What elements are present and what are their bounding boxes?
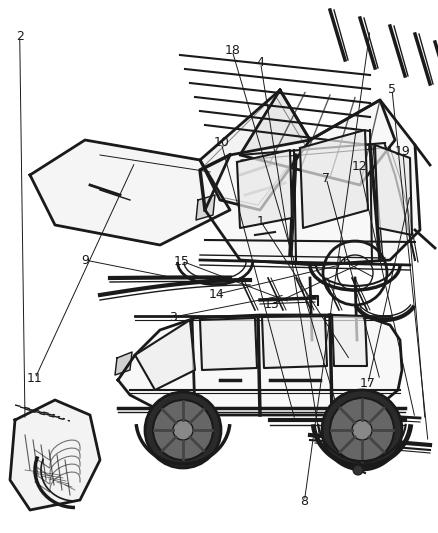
Polygon shape (196, 195, 215, 220)
Text: 7: 7 (322, 172, 330, 185)
Text: 19: 19 (395, 146, 411, 158)
Text: 4: 4 (257, 56, 265, 69)
Text: 18: 18 (224, 44, 240, 57)
Text: 12: 12 (351, 160, 367, 173)
Circle shape (173, 420, 193, 440)
Polygon shape (200, 90, 310, 210)
Circle shape (330, 398, 394, 462)
Polygon shape (262, 316, 327, 368)
Text: 11: 11 (27, 372, 43, 385)
Circle shape (153, 400, 213, 460)
Polygon shape (118, 315, 402, 415)
Polygon shape (300, 130, 368, 228)
Circle shape (322, 390, 402, 470)
Polygon shape (375, 145, 412, 235)
Polygon shape (115, 352, 132, 375)
Polygon shape (135, 320, 195, 390)
Polygon shape (200, 318, 257, 370)
Text: 5: 5 (388, 83, 396, 96)
Polygon shape (237, 150, 292, 228)
Polygon shape (10, 400, 100, 510)
Text: 16: 16 (336, 255, 352, 268)
Circle shape (352, 420, 372, 440)
Text: 3: 3 (169, 311, 177, 324)
Polygon shape (332, 315, 367, 366)
Polygon shape (240, 90, 395, 185)
Text: 14: 14 (209, 288, 225, 301)
Text: 8: 8 (300, 495, 308, 507)
Text: 2: 2 (16, 30, 24, 43)
Text: 10: 10 (213, 136, 229, 149)
Text: 17: 17 (360, 377, 376, 390)
Circle shape (353, 465, 363, 475)
Polygon shape (205, 100, 420, 265)
Text: 9: 9 (81, 254, 89, 266)
Text: 1: 1 (257, 215, 265, 228)
Circle shape (145, 392, 221, 468)
Polygon shape (30, 140, 230, 245)
Text: 15: 15 (174, 255, 190, 268)
Text: 13: 13 (264, 298, 279, 311)
